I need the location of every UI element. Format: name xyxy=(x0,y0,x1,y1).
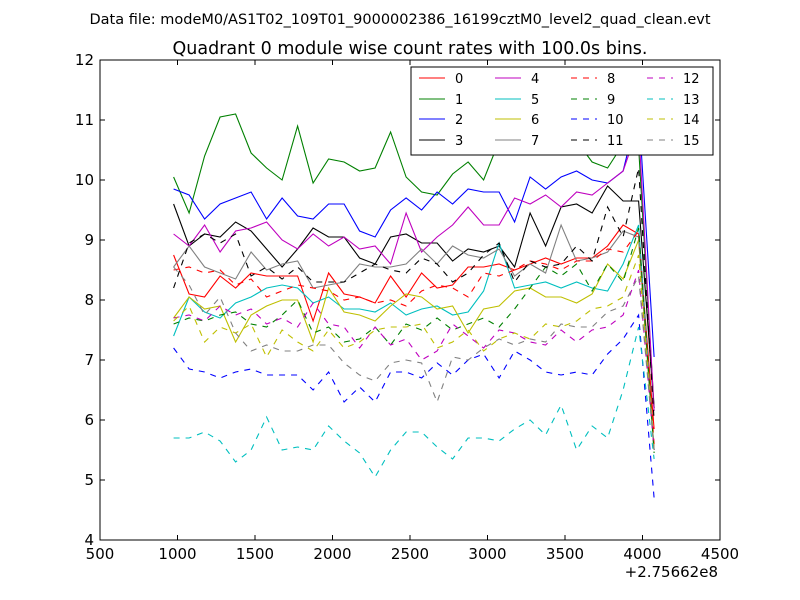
legend-label: 14 xyxy=(683,113,700,128)
series-line-11 xyxy=(173,167,655,421)
series-line-15 xyxy=(173,266,655,451)
y-tick-label: 7 xyxy=(84,351,94,369)
series-line-5 xyxy=(173,224,655,451)
legend-label: 12 xyxy=(683,72,700,87)
suptitle: Data file: modeM0/AS1T02_109T01_90000023… xyxy=(89,12,710,28)
series-line-13 xyxy=(173,326,655,479)
legend-label: 13 xyxy=(683,93,700,108)
y-tick-label: 6 xyxy=(84,411,94,429)
x-tick-label: 2000 xyxy=(313,545,351,563)
y-tick-label: 9 xyxy=(84,231,94,249)
series-line-9 xyxy=(173,227,655,454)
series-line-3 xyxy=(173,185,655,409)
legend-label: 15 xyxy=(683,134,700,149)
x-tick-label: 3500 xyxy=(546,545,584,563)
legend-label: 10 xyxy=(607,113,624,128)
series-line-14 xyxy=(173,254,655,451)
series-line-8 xyxy=(173,229,655,445)
legend-label: 1 xyxy=(455,93,463,108)
series-line-10 xyxy=(173,313,655,499)
series-line-2 xyxy=(173,107,655,358)
y-tick-label: 11 xyxy=(75,111,94,129)
x-tick-label: 2500 xyxy=(391,545,429,563)
plot-area xyxy=(173,107,655,499)
legend-label: 0 xyxy=(455,72,463,87)
series-line-12 xyxy=(173,269,655,451)
chart-title: Quadrant 0 module wise count rates with … xyxy=(173,39,648,59)
y-tick-label: 12 xyxy=(75,51,94,69)
x-offset-label: +2.75662e8 xyxy=(625,563,718,581)
legend-label: 11 xyxy=(607,134,624,149)
legend-label: 3 xyxy=(455,134,463,149)
legend-label: 9 xyxy=(607,93,615,108)
y-tick-label: 10 xyxy=(75,171,94,189)
legend-label: 2 xyxy=(455,113,463,128)
legend-label: 7 xyxy=(531,134,539,149)
legend-label: 8 xyxy=(607,72,615,87)
legend-label: 4 xyxy=(531,72,539,87)
x-tick-label: 3000 xyxy=(468,545,506,563)
series-line-4 xyxy=(173,125,655,412)
y-tick-label: 5 xyxy=(84,471,94,489)
x-tick-label: 500 xyxy=(86,545,115,563)
y-tick-label: 8 xyxy=(84,291,94,309)
legend-label: 6 xyxy=(531,113,539,128)
series-line-7 xyxy=(173,223,655,451)
axis-ticks: 500 1000 1500 2000 2500 3000 3500 4000 4500 4 5 6 7 8… xyxy=(75,51,739,563)
x-tick-label: 4500 xyxy=(701,545,739,563)
legend-label: 5 xyxy=(531,93,539,108)
x-tick-label: 1000 xyxy=(158,545,196,563)
series-line-6 xyxy=(173,239,655,451)
x-tick-label: 1500 xyxy=(236,545,274,563)
series-line-0 xyxy=(173,224,655,430)
x-tick-label: 4000 xyxy=(623,545,661,563)
y-tick-label: 4 xyxy=(84,531,94,549)
